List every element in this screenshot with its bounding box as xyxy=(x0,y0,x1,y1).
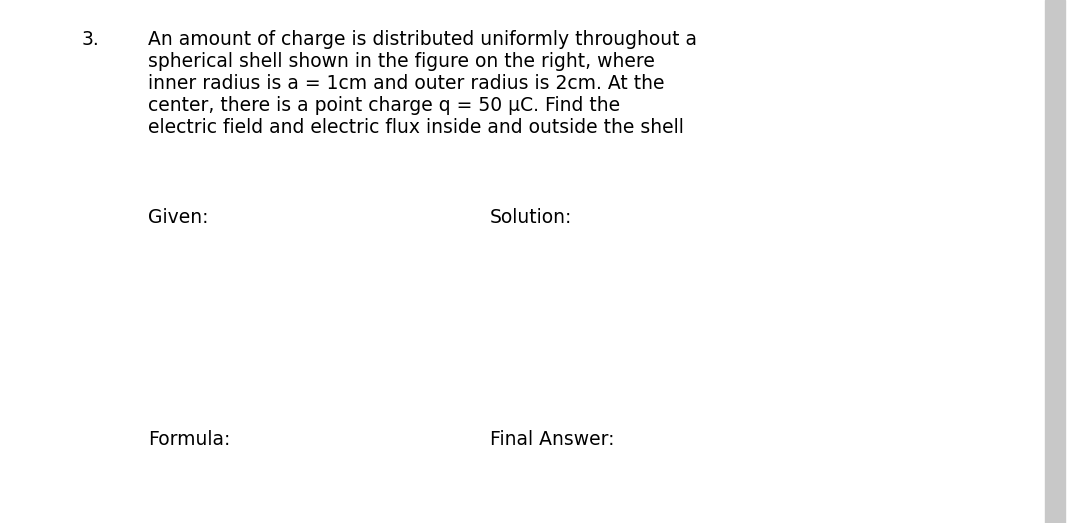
Text: Final Answer:: Final Answer: xyxy=(490,430,614,449)
Text: electric field and electric flux inside and outside the shell: electric field and electric flux inside … xyxy=(148,118,684,137)
Text: Given:: Given: xyxy=(148,208,208,227)
Text: Formula:: Formula: xyxy=(148,430,230,449)
Text: Solution:: Solution: xyxy=(490,208,572,227)
Text: 3.: 3. xyxy=(81,30,100,49)
Bar xyxy=(1045,0,1064,523)
Text: center, there is a point charge q = 50 μC. Find the: center, there is a point charge q = 50 μ… xyxy=(148,96,620,115)
Text: inner radius is a = 1cm and outer radius is 2cm. At the: inner radius is a = 1cm and outer radius… xyxy=(148,74,665,93)
Text: spherical shell shown in the figure on the right, where: spherical shell shown in the figure on t… xyxy=(148,52,655,71)
Text: An amount of charge is distributed uniformly throughout a: An amount of charge is distributed unifo… xyxy=(148,30,697,49)
